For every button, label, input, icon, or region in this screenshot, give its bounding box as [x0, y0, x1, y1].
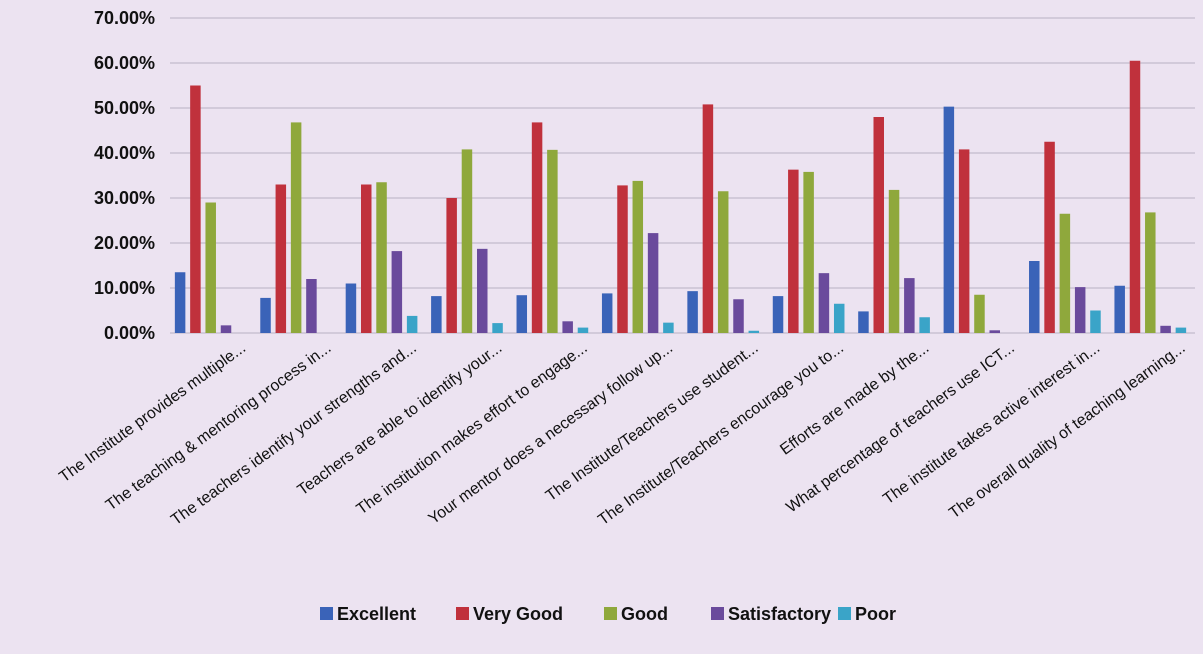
bar-very-good — [275, 184, 287, 333]
bar-very-good — [958, 149, 970, 333]
bar-good — [888, 189, 900, 333]
bar-very-good — [617, 185, 628, 333]
bar-excellent — [858, 311, 869, 333]
x-category-label: Efforts are made by the... — [777, 339, 932, 458]
bar-very-good — [873, 117, 884, 333]
y-tick-label: 70.00% — [94, 8, 155, 28]
legend-swatch — [456, 607, 469, 620]
legend-label: Excellent — [337, 604, 416, 624]
bar-satisfactory — [1074, 287, 1086, 333]
bar-good — [461, 149, 473, 333]
bar-satisfactory — [391, 251, 403, 333]
bar-poor — [406, 315, 418, 333]
bar-poor — [492, 323, 503, 333]
bar-poor — [833, 303, 845, 333]
bar-good — [547, 149, 558, 333]
bar-very-good — [1044, 141, 1055, 333]
bar-satisfactory — [733, 299, 744, 333]
bar-very-good — [531, 122, 543, 334]
legend-label: Poor — [855, 604, 896, 624]
gridlines — [170, 17, 1195, 334]
legend-label: Good — [621, 604, 668, 624]
bar-good — [1059, 213, 1071, 333]
legend-label: Satisfactory — [728, 604, 831, 624]
bar-very-good — [788, 169, 799, 333]
bar-excellent — [174, 272, 186, 333]
bar-excellent — [1029, 261, 1040, 333]
y-axis-ticks: 0.00% 10.00% 20.00% 30.00% 40.00% 50.00% 60.00… — [94, 8, 155, 343]
bar-good — [803, 171, 814, 333]
y-tick-label: 40.00% — [94, 143, 155, 163]
bar-good — [1145, 212, 1156, 333]
bar-poor — [1090, 310, 1101, 333]
legend-swatch — [838, 607, 851, 620]
bar-excellent — [431, 296, 442, 333]
legend-label: Very Good — [473, 604, 563, 624]
bar-good — [290, 122, 302, 334]
bar-good — [974, 294, 985, 333]
bar-satisfactory — [220, 325, 232, 333]
legend-swatch — [320, 607, 333, 620]
y-tick-label: 20.00% — [94, 233, 155, 253]
y-tick-label: 10.00% — [94, 278, 155, 298]
legend-swatch — [711, 607, 724, 620]
bar-very-good — [360, 184, 372, 333]
bar-excellent — [516, 295, 528, 333]
bar-satisfactory — [904, 278, 915, 333]
bar-excellent — [772, 296, 784, 333]
legend: Excellent Very Good Good Satisfactory Poor — [320, 604, 896, 624]
legend-swatch — [604, 607, 617, 620]
bar-poor — [663, 322, 674, 333]
x-axis-category-labels: The Institute provides multiple...The te… — [56, 339, 1188, 528]
bar-satisfactory — [562, 321, 573, 333]
bar-excellent — [345, 283, 357, 333]
bar-very-good — [702, 104, 714, 334]
bar-very-good — [446, 198, 457, 333]
bar-good — [632, 180, 644, 333]
bar-satisfactory — [647, 233, 659, 333]
bar-satisfactory — [818, 273, 830, 333]
bar-satisfactory — [306, 279, 317, 333]
bar-satisfactory — [477, 248, 488, 333]
bars — [174, 60, 1187, 334]
bar-excellent — [687, 291, 698, 333]
bar-excellent — [943, 106, 955, 334]
y-tick-label: 50.00% — [94, 98, 155, 118]
y-tick-label: 0.00% — [104, 323, 155, 343]
bar-excellent — [601, 293, 613, 333]
y-tick-label: 30.00% — [94, 188, 155, 208]
bar-poor — [577, 327, 589, 333]
bar-very-good — [190, 85, 201, 333]
bar-poor — [1175, 327, 1187, 333]
bar-excellent — [1114, 285, 1125, 333]
bar-satisfactory — [1160, 325, 1171, 333]
bar-poor — [748, 330, 760, 333]
bar-excellent — [260, 297, 271, 333]
bar-poor — [919, 317, 930, 333]
bar-very-good — [1129, 60, 1141, 333]
bar-good — [717, 191, 729, 333]
y-tick-label: 60.00% — [94, 53, 155, 73]
bar-good — [205, 202, 216, 333]
bar-satisfactory — [989, 330, 1001, 333]
bar-good — [376, 182, 387, 333]
